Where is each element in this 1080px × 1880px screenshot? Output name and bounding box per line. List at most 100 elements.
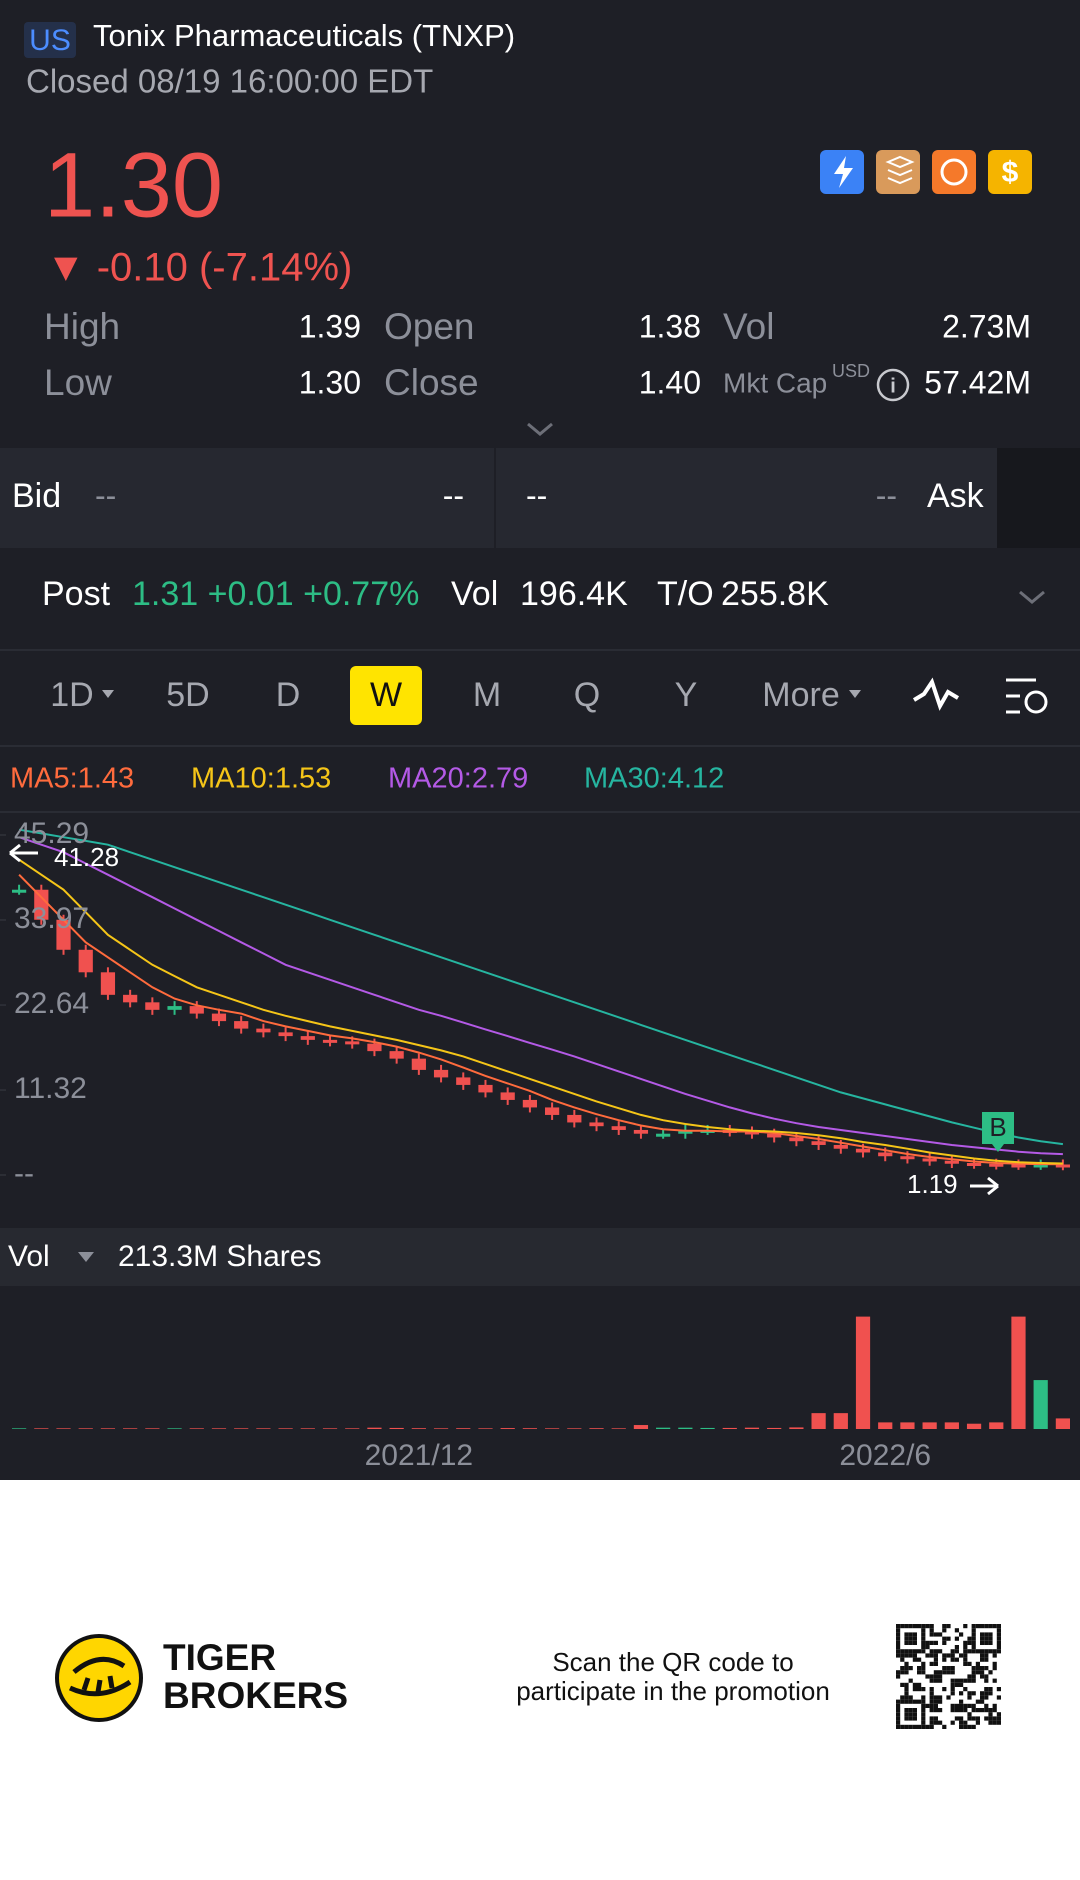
volume-bar [345, 1428, 360, 1429]
icon[interactable] [932, 150, 976, 194]
icon[interactable] [876, 150, 920, 194]
period-tab[interactable]: D [276, 676, 301, 714]
qr-module [896, 1632, 901, 1637]
qr-module [942, 1636, 947, 1641]
qr-module [950, 1708, 955, 1713]
qr-module [917, 1682, 922, 1687]
volume-dropdown[interactable] [78, 1252, 94, 1262]
qr-module [975, 1716, 980, 1721]
bid-price: -- [95, 477, 116, 513]
qr-module [984, 1636, 989, 1641]
high-label: 41.28 [54, 842, 119, 872]
qr-module [904, 1661, 909, 1666]
qr-module [929, 1708, 934, 1713]
candle [211, 1013, 227, 1022]
period-tab[interactable]: 5D [166, 676, 209, 714]
info-icon[interactable] [876, 368, 910, 402]
period-tab[interactable]: W [370, 676, 402, 714]
dropdown-arrow [849, 690, 861, 698]
settings-icon[interactable] [1006, 678, 1036, 714]
stat-label: Low [44, 362, 112, 403]
qr-module [904, 1666, 909, 1671]
volume-bar [367, 1427, 382, 1429]
qr-module [946, 1666, 951, 1671]
period-tab[interactable]: M [473, 676, 501, 714]
qr-module [950, 1666, 955, 1671]
settings-icon[interactable] [1024, 690, 1048, 714]
qr-module [992, 1624, 997, 1629]
qr-module [921, 1661, 926, 1666]
qr-module [988, 1632, 993, 1637]
qr-module [942, 1628, 947, 1633]
icon[interactable] [988, 150, 1032, 194]
qr-module [925, 1674, 930, 1679]
stat-label: Mkt Cap [723, 367, 827, 398]
qr-module [980, 1666, 985, 1671]
qr-module [950, 1691, 955, 1696]
qr-module [967, 1691, 972, 1696]
volume-bar [456, 1428, 471, 1429]
qr-module [959, 1691, 964, 1696]
qr-module [963, 1687, 968, 1692]
qr-module [996, 1712, 1001, 1717]
period-tab[interactable]: Y [675, 676, 698, 714]
volume-bar [700, 1427, 715, 1429]
candle [456, 1077, 471, 1085]
qr-module [925, 1640, 930, 1645]
volume-bar [989, 1422, 1004, 1429]
candle [300, 1036, 315, 1040]
period-tab[interactable]: More [762, 676, 839, 714]
volume-bar [567, 1428, 582, 1429]
bid-ask-row [0, 448, 1080, 548]
candle [567, 1114, 582, 1123]
candle [345, 1041, 360, 1045]
qr-module [929, 1674, 934, 1679]
volume-bar [966, 1423, 982, 1429]
qr-module [921, 1695, 926, 1700]
qr-module [959, 1703, 964, 1708]
qr-module [988, 1649, 993, 1654]
candle [633, 1129, 649, 1134]
ma-legend: MA20:2.79 [388, 763, 528, 795]
qr-module [900, 1682, 905, 1687]
icon-glyph [885, 155, 915, 185]
post-chevron[interactable] [1019, 590, 1045, 604]
qr-module [929, 1653, 934, 1658]
qr-module [950, 1703, 955, 1708]
trade-marker [982, 1112, 1014, 1152]
qr-module [908, 1666, 913, 1671]
candle [989, 1163, 1004, 1167]
qr-module [988, 1640, 993, 1645]
volume-bar [855, 1316, 871, 1429]
qr-module [921, 1640, 926, 1645]
qr-module [971, 1670, 976, 1675]
stat-value: 1.38 [639, 308, 701, 344]
qr-module [992, 1703, 997, 1708]
qr-module [912, 1724, 917, 1729]
info-glyph: i [890, 375, 896, 397]
period-tab[interactable]: 1D [50, 676, 93, 714]
qr-module [971, 1628, 976, 1633]
qr-module [900, 1670, 905, 1675]
icon-glyph: $ [1002, 156, 1019, 189]
indicator-icon[interactable] [912, 677, 960, 711]
qr-module [984, 1716, 989, 1721]
candle [34, 889, 49, 920]
qr-module [946, 1624, 951, 1629]
qr-module [917, 1724, 922, 1729]
candle [278, 1032, 293, 1037]
qr-module [896, 1653, 901, 1658]
expand-chevron[interactable] [527, 422, 553, 436]
period-tab[interactable]: Q [574, 676, 600, 714]
y-tick-label: 45.29 [14, 817, 89, 850]
candle [656, 1133, 671, 1137]
candle [589, 1122, 604, 1127]
volume-bar [11, 1428, 27, 1429]
volume-bar [811, 1413, 826, 1429]
qr-module [912, 1699, 917, 1704]
qr-module [980, 1699, 985, 1704]
qr-module [984, 1674, 989, 1679]
ma-legend: MA10:1.53 [191, 763, 331, 795]
qr-module [980, 1649, 985, 1654]
qr-module [992, 1666, 997, 1671]
